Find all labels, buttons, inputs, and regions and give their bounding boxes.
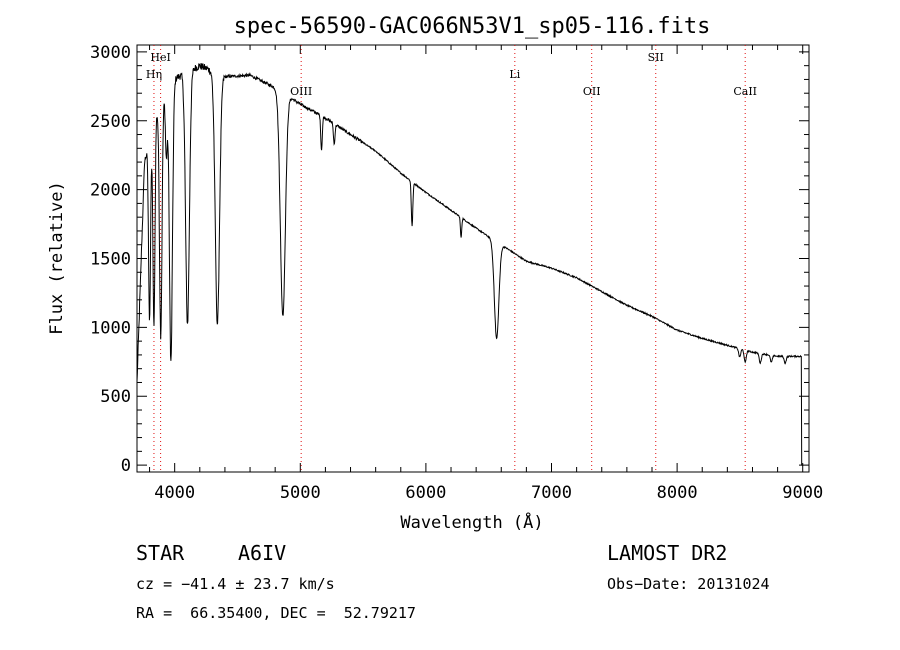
y-tick-label: 2000 bbox=[90, 181, 131, 201]
x-tick-label: 4000 bbox=[154, 483, 195, 503]
x-tick-label: 8000 bbox=[657, 483, 698, 503]
survey-name: LAMOST DR2 bbox=[607, 541, 728, 565]
x-tick-label: 5000 bbox=[280, 483, 321, 503]
object-subclass: A6IV bbox=[238, 541, 287, 565]
y-tick-label: 500 bbox=[100, 387, 131, 407]
y-axis-label: Flux (relative) bbox=[47, 181, 67, 335]
y-tick-label: 2500 bbox=[90, 112, 131, 132]
chart-title: spec-56590-GAC066N53V1_sp05-116.fits bbox=[234, 14, 711, 39]
x-tick-label: 6000 bbox=[405, 483, 446, 503]
spectral-line-label: Hη bbox=[146, 68, 162, 81]
spectrum-line bbox=[136, 62, 804, 466]
x-axis-label: Wavelength (Å) bbox=[400, 511, 543, 533]
coordinates-readout: RA = 66.35400, DEC = 52.79217 bbox=[136, 604, 416, 622]
spectral-line-label: Li bbox=[509, 68, 520, 81]
y-tick-label: 1500 bbox=[90, 250, 131, 270]
spectral-line-label: CaII bbox=[733, 85, 757, 98]
spectral-line-label: HeI bbox=[150, 51, 170, 64]
spectral-line-label: OIII bbox=[290, 85, 312, 98]
axis-ticks: 4000 5000 6000 7000 8000 9000 0 500 1000 1500 2000… bbox=[90, 43, 823, 503]
y-tick-label: 0 bbox=[121, 456, 131, 476]
object-type: STAR bbox=[136, 541, 185, 565]
spectral-line-label: OII bbox=[583, 85, 601, 98]
x-tick-label: 9000 bbox=[782, 483, 823, 503]
plot-frame bbox=[136, 44, 810, 473]
velocity-readout: cz = −41.4 ± 23.7 km/s bbox=[136, 575, 335, 593]
x-tick-label: 7000 bbox=[531, 483, 572, 503]
spectral-line-markers: HeI Hη OIII Li OII SII CaII bbox=[146, 45, 757, 472]
y-tick-label: 1000 bbox=[90, 318, 131, 338]
spectral-line-label: SII bbox=[648, 51, 664, 64]
y-tick-label: 3000 bbox=[90, 43, 131, 63]
observation-date: Obs−Date: 20131024 bbox=[607, 575, 770, 593]
